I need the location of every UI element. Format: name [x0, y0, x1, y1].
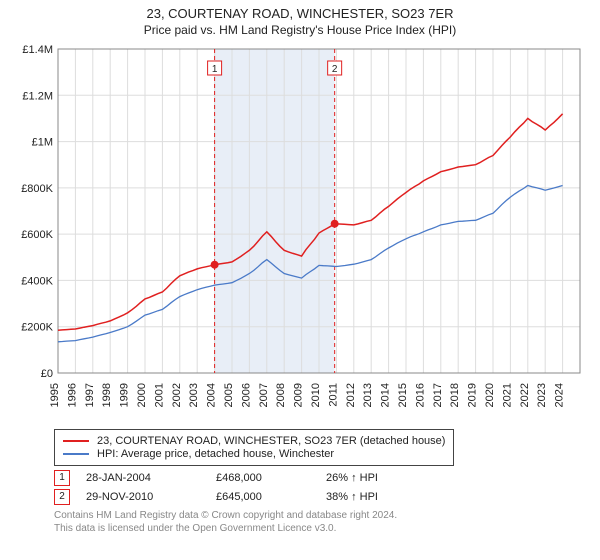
svg-text:1999: 1999	[119, 383, 131, 407]
legend: 23, COURTENAY ROAD, WINCHESTER, SO23 7ER…	[54, 429, 454, 466]
footer-line: Contains HM Land Registry data © Crown c…	[54, 509, 590, 522]
legend-swatch	[63, 453, 89, 455]
marker-price: £645,000	[216, 491, 326, 503]
svg-text:£600K: £600K	[21, 229, 53, 241]
svg-text:2006: 2006	[240, 383, 252, 407]
legend-label: HPI: Average price, detached house, Winc…	[97, 448, 334, 460]
marker-table: 1 28-JAN-2004£468,00026% ↑ HPI 2 29-NOV-201…	[54, 470, 590, 505]
svg-text:2015: 2015	[397, 383, 409, 407]
chart-title: 23, COURTENAY ROAD, WINCHESTER, SO23 7ER	[10, 6, 590, 21]
svg-text:2014: 2014	[380, 383, 392, 407]
chart-container: 23, COURTENAY ROAD, WINCHESTER, SO23 7ER…	[0, 0, 600, 560]
svg-text:2005: 2005	[223, 383, 235, 407]
svg-text:2004: 2004	[206, 383, 218, 407]
legend-item: HPI: Average price, detached house, Winc…	[63, 448, 445, 460]
svg-text:2023: 2023	[536, 383, 548, 407]
svg-text:1998: 1998	[101, 383, 113, 407]
marker-badge: 2	[54, 489, 70, 505]
svg-text:£1.4M: £1.4M	[22, 44, 53, 56]
svg-text:£1.2M: £1.2M	[22, 90, 53, 102]
chart-plot: £0 £200K £400K £600K £800K £1M £1.2M £1.4M 1995 1…	[10, 43, 590, 423]
svg-text:£400K: £400K	[21, 275, 53, 287]
svg-text:£200K: £200K	[21, 322, 53, 334]
marker-row: 2 29-NOV-2010£645,00038% ↑ HPI	[54, 489, 590, 505]
svg-text:2016: 2016	[414, 383, 426, 407]
marker-pct: 38% ↑ HPI	[326, 491, 436, 503]
svg-text:1996: 1996	[66, 383, 78, 407]
marker-date: 28-JAN-2004	[86, 472, 216, 484]
svg-text:2017: 2017	[432, 383, 444, 407]
svg-text:2021: 2021	[501, 383, 513, 407]
svg-text:2003: 2003	[188, 383, 200, 407]
marker-date: 29-NOV-2010	[86, 491, 216, 503]
svg-text:2010: 2010	[310, 383, 322, 407]
svg-text:2002: 2002	[171, 383, 183, 407]
legend-item: 23, COURTENAY ROAD, WINCHESTER, SO23 7ER…	[63, 435, 445, 447]
svg-text:2022: 2022	[519, 383, 531, 407]
legend-label: 23, COURTENAY ROAD, WINCHESTER, SO23 7ER…	[97, 435, 445, 447]
svg-text:2020: 2020	[484, 383, 496, 407]
chart-subtitle: Price paid vs. HM Land Registry's House …	[10, 23, 590, 37]
svg-text:£0: £0	[41, 368, 53, 380]
svg-text:2009: 2009	[293, 383, 305, 407]
svg-text:2019: 2019	[467, 383, 479, 407]
svg-text:2008: 2008	[275, 383, 287, 407]
svg-text:2011: 2011	[327, 383, 339, 407]
svg-text:1: 1	[212, 64, 218, 75]
marker-price: £468,000	[216, 472, 326, 484]
svg-text:1997: 1997	[84, 383, 96, 407]
svg-text:£1M: £1M	[32, 137, 53, 149]
footer-attribution: Contains HM Land Registry data © Crown c…	[54, 509, 590, 535]
svg-text:£800K: £800K	[21, 183, 53, 195]
svg-text:2000: 2000	[136, 383, 148, 407]
footer-line: This data is licensed under the Open Gov…	[54, 522, 590, 535]
marker-badge: 1	[54, 470, 70, 486]
svg-text:2007: 2007	[258, 383, 270, 407]
svg-text:2: 2	[332, 64, 338, 75]
svg-text:1995: 1995	[49, 383, 61, 407]
svg-text:2001: 2001	[153, 383, 165, 407]
svg-text:2013: 2013	[362, 383, 374, 407]
legend-swatch	[63, 440, 89, 442]
marker-pct: 26% ↑ HPI	[326, 472, 436, 484]
svg-text:2018: 2018	[449, 383, 461, 407]
svg-text:2012: 2012	[345, 383, 357, 407]
marker-row: 1 28-JAN-2004£468,00026% ↑ HPI	[54, 470, 590, 486]
svg-text:2024: 2024	[554, 383, 566, 407]
